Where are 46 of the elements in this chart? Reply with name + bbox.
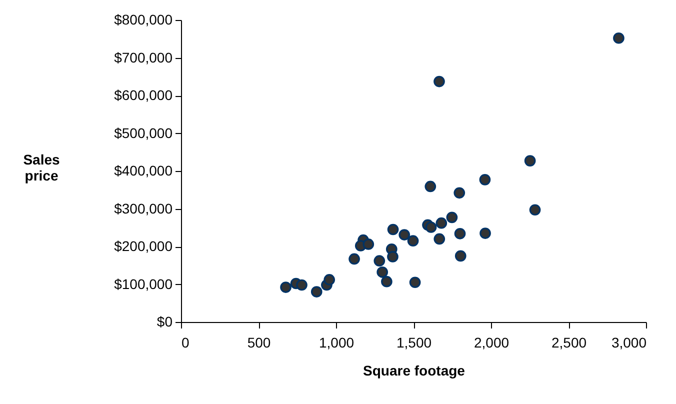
point bbox=[407, 235, 419, 246]
y-tick-label: $800,000 bbox=[114, 12, 173, 28]
point bbox=[446, 212, 458, 224]
point bbox=[434, 76, 445, 88]
y-tick-label: $300,000 bbox=[114, 200, 173, 216]
point bbox=[529, 204, 541, 216]
y-tick-label: $500,000 bbox=[114, 124, 173, 141]
x-axis-title: Square footage bbox=[363, 362, 466, 378]
point bbox=[524, 155, 536, 166]
y-tick-label: $0 bbox=[156, 314, 173, 330]
point bbox=[280, 282, 292, 293]
point bbox=[425, 222, 437, 233]
x-tick-label: 2,000 bbox=[474, 334, 510, 350]
point bbox=[387, 251, 398, 262]
point bbox=[398, 229, 410, 240]
x-tick-label: 0 bbox=[182, 334, 190, 350]
point bbox=[374, 255, 386, 267]
point bbox=[454, 250, 466, 262]
point bbox=[424, 180, 436, 192]
point bbox=[409, 276, 421, 288]
point bbox=[479, 174, 491, 186]
point bbox=[434, 233, 446, 245]
point bbox=[454, 228, 466, 240]
y-tick-label: $700,000 bbox=[114, 49, 173, 66]
point bbox=[454, 187, 466, 199]
point bbox=[348, 253, 360, 265]
point bbox=[480, 228, 491, 239]
x-tick-label: 500 bbox=[247, 334, 271, 350]
point bbox=[324, 274, 336, 286]
point bbox=[296, 279, 308, 291]
point bbox=[387, 224, 399, 236]
point bbox=[376, 266, 388, 278]
point bbox=[362, 238, 374, 250]
x-tick-label: 1,000 bbox=[318, 334, 354, 350]
point bbox=[436, 217, 448, 229]
point bbox=[613, 32, 624, 44]
y-tick-label: $200,000 bbox=[114, 238, 173, 254]
y-tick-label: $600,000 bbox=[114, 87, 173, 103]
y-tick-label: $400,000 bbox=[114, 162, 173, 178]
y-axis-title: Sales price bbox=[23, 152, 60, 184]
x-tick-label: 2,500 bbox=[551, 334, 587, 350]
point bbox=[310, 286, 322, 298]
x-tick-label: 3,000 bbox=[611, 334, 647, 350]
point bbox=[381, 276, 392, 288]
y-tick-label: $100,000 bbox=[114, 276, 173, 292]
x-tick-label: 1,500 bbox=[396, 334, 432, 350]
